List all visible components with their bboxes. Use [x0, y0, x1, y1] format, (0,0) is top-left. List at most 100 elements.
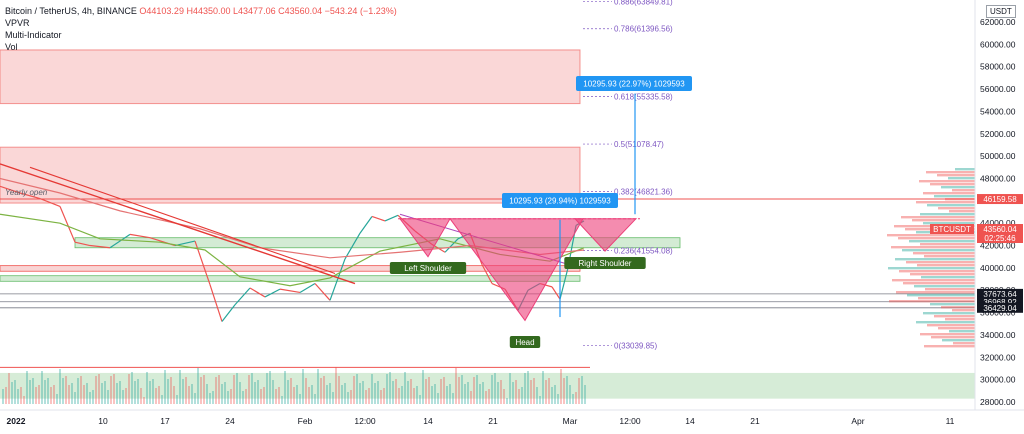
price-badge-bg [977, 288, 1023, 299]
volume-bar [155, 388, 157, 404]
volume-bar [143, 397, 145, 404]
volume-bar [470, 391, 472, 404]
volume-bar [86, 383, 88, 404]
vpvr-bar [948, 177, 975, 180]
time-tick-label: Feb [298, 416, 313, 426]
volume-bar [128, 374, 130, 404]
indicator-vol[interactable]: Vol [5, 42, 18, 52]
volume-bar [467, 382, 469, 404]
volume-bar [134, 381, 136, 404]
indicator-multi[interactable]: Multi-Indicator [5, 30, 62, 40]
price-tick-label: 42000.00 [980, 241, 1016, 251]
fib-label: 0.786(61396.56) [614, 25, 673, 34]
volume-bar [386, 374, 388, 404]
volume-bar [476, 375, 478, 404]
left-shoulder-label-text: Left Shoulder [404, 264, 452, 273]
volume-bar [332, 392, 334, 404]
time-tick-label: Mar [563, 416, 578, 426]
volume-bar [326, 385, 328, 404]
volume-bar [434, 384, 436, 404]
volume-bar [95, 376, 97, 404]
volume-bar [254, 382, 256, 404]
vpvr-bar [923, 192, 975, 195]
volume-bar [572, 394, 574, 404]
volume-bar [581, 376, 583, 404]
volume-bar [182, 379, 184, 404]
volume-bar [530, 380, 532, 404]
volume-bar [437, 393, 439, 404]
price-tick-label: 40000.00 [980, 263, 1016, 273]
vpvr-bar [937, 174, 975, 177]
vpvr-bar [914, 285, 975, 288]
volume-bar [320, 378, 322, 404]
volume-bar [194, 393, 196, 404]
measure-box-upper-text: 10295.93 (22.97%) 1029593 [583, 80, 685, 89]
price-candle-segment [371, 215, 386, 222]
indicator-vpvr[interactable]: VPVR [5, 18, 30, 28]
volume-bar [404, 372, 406, 404]
fib-label: 0.5(51078.47) [614, 140, 664, 149]
volume-bar [509, 373, 511, 404]
volume-bar [371, 374, 373, 404]
volume-bar [458, 377, 460, 404]
currency-label[interactable]: USDT [986, 5, 1016, 18]
volume-bar [212, 391, 214, 404]
volume-bar [197, 368, 199, 404]
volume-bar [302, 369, 304, 404]
volume-bar [152, 379, 154, 404]
volume-bar [299, 394, 301, 404]
volume-bar [338, 376, 340, 404]
vpvr-bar [920, 333, 975, 336]
volume-bar [488, 389, 490, 404]
volume-bar [557, 394, 559, 404]
symbol-name[interactable]: Bitcoin / TetherUS, 4h, BINANCE [5, 6, 137, 16]
price-tick-label: 48000.00 [980, 173, 1016, 183]
price-badge-text: 36429.04 [983, 304, 1017, 313]
volume-bar [149, 381, 151, 404]
price-tick-label: 32000.00 [980, 352, 1016, 362]
price-badge-btcusdt: BTCUSDT [930, 224, 974, 234]
time-tick-label: 24 [225, 416, 235, 426]
volume-bar [422, 370, 424, 404]
vpvr-bar [925, 288, 975, 291]
volume-bar [494, 373, 496, 404]
vpvr-bar [919, 180, 975, 183]
head-label-text: Head [515, 338, 534, 347]
vpvr-bar [892, 279, 975, 282]
volume-bar [116, 383, 118, 404]
volume-bar [119, 381, 121, 404]
price-candle-segment [551, 286, 561, 300]
volume-bar [290, 378, 292, 404]
volume-bar [209, 393, 211, 404]
volume-bar [263, 387, 265, 404]
vpvr-bar [941, 186, 975, 189]
price-badge-level-36429: 36429.04 [977, 302, 1023, 313]
volume-bar [38, 385, 40, 404]
vpvr-bar [952, 309, 975, 312]
volume-bar [68, 385, 70, 404]
vpvr-bar [924, 345, 975, 348]
volume-bar [179, 370, 181, 404]
volume-bar [47, 378, 49, 404]
volume-bar [479, 384, 481, 404]
volume-bar [200, 377, 202, 404]
time-tick-label: 11 [946, 416, 955, 426]
price-badge-bg [930, 224, 974, 234]
price-candle-segment [109, 233, 131, 249]
vpvr-bar [903, 282, 975, 285]
change-value: −543.24 (−1.23%) [324, 6, 397, 16]
time-tick-label: 14 [685, 416, 695, 426]
volume-bar [392, 381, 394, 404]
price-badge-bg [977, 224, 1023, 234]
volume-bar [554, 385, 556, 404]
volume-bar [317, 369, 319, 404]
volume-bar [224, 382, 226, 404]
volume-bar [383, 388, 385, 404]
vpvr-bar [955, 168, 975, 171]
price-candle-segment [444, 238, 459, 253]
vpvr-bar [927, 324, 975, 327]
volume-bar [329, 383, 331, 404]
price-badge-text: 43560.04 [983, 225, 1017, 234]
